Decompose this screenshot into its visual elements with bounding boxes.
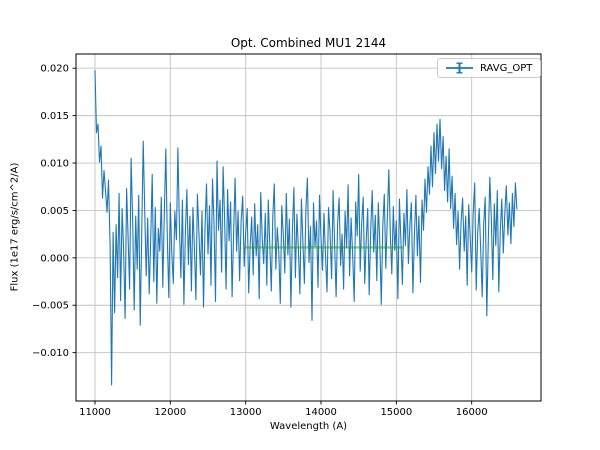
- legend-label: RAVG_OPT: [480, 62, 533, 74]
- y-axis-label: Flux (1e17 erg/s/cm^2/A): [9, 162, 21, 292]
- y-tick-label: −0.010: [32, 348, 69, 359]
- y-tick-label: 0.005: [40, 206, 69, 217]
- x-tick-label: 15000: [380, 407, 412, 418]
- x-tick-label: 16000: [456, 407, 488, 418]
- legend-errorbar-handle-icon: [446, 62, 473, 74]
- axis-ticks: [72, 67, 473, 405]
- y-tick-label: 0.010: [40, 159, 69, 170]
- tick-labels: 11000 12000 13000 14000 15000 16000 −0.010 −0.0…: [32, 64, 488, 418]
- y-tick-label: −0.005: [32, 301, 69, 312]
- y-tick-label: 0.020: [40, 64, 69, 75]
- chart-title: Opt. Combined MU1 2144: [230, 36, 387, 50]
- y-tick-label: 0.000: [40, 253, 69, 264]
- x-tick-label: 14000: [305, 407, 337, 418]
- axes-spines: [75, 53, 542, 402]
- flux-line: [94, 70, 518, 386]
- legend-box: RAVG_OPT: [437, 58, 542, 78]
- x-axis-label: Wavelength (A): [269, 421, 348, 432]
- y-tick-label: 0.015: [40, 111, 69, 122]
- data-series: [94, 70, 518, 386]
- x-tick-label: 11000: [79, 407, 111, 418]
- x-tick-label: 12000: [154, 407, 186, 418]
- x-tick-label: 13000: [230, 407, 262, 418]
